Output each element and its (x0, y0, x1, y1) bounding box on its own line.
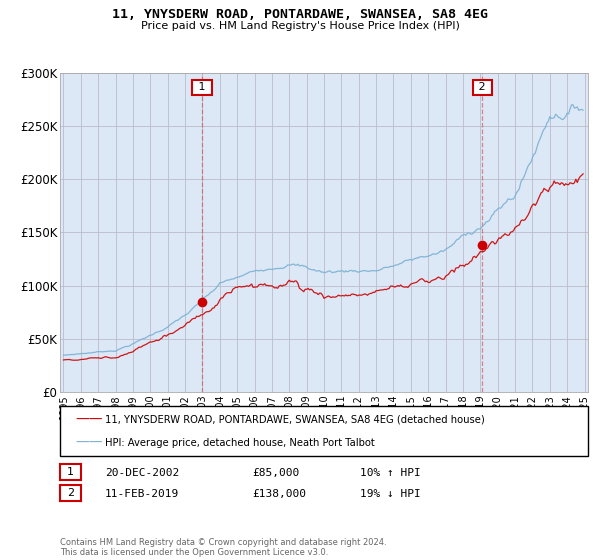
Text: ——: —— (75, 413, 103, 427)
Text: 1: 1 (67, 467, 74, 477)
Text: 10% ↑ HPI: 10% ↑ HPI (360, 468, 421, 478)
Text: 1: 1 (195, 82, 209, 92)
Text: 11, YNYSDERW ROAD, PONTARDAWE, SWANSEA, SA8 4EG (detached house): 11, YNYSDERW ROAD, PONTARDAWE, SWANSEA, … (105, 414, 485, 424)
Text: ——: —— (75, 436, 103, 450)
Text: Price paid vs. HM Land Registry's House Price Index (HPI): Price paid vs. HM Land Registry's House … (140, 21, 460, 31)
Text: HPI: Average price, detached house, Neath Port Talbot: HPI: Average price, detached house, Neat… (105, 438, 375, 448)
Text: 19% ↓ HPI: 19% ↓ HPI (360, 489, 421, 499)
Text: £138,000: £138,000 (252, 489, 306, 499)
Text: 2: 2 (475, 82, 490, 92)
Text: 2: 2 (67, 488, 74, 498)
Text: Contains HM Land Registry data © Crown copyright and database right 2024.
This d: Contains HM Land Registry data © Crown c… (60, 538, 386, 557)
Text: £85,000: £85,000 (252, 468, 299, 478)
Text: 20-DEC-2002: 20-DEC-2002 (105, 468, 179, 478)
Text: 11, YNYSDERW ROAD, PONTARDAWE, SWANSEA, SA8 4EG: 11, YNYSDERW ROAD, PONTARDAWE, SWANSEA, … (112, 8, 488, 21)
Text: 11-FEB-2019: 11-FEB-2019 (105, 489, 179, 499)
